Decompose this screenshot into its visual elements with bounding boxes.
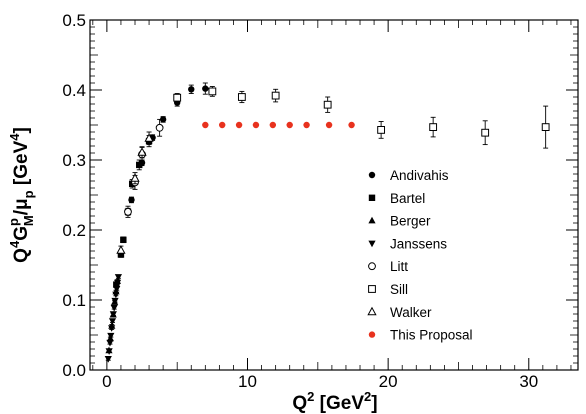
series-janssens [104,274,123,363]
legend: Andivahis Bartel Berger Janssens Litt Sill Wal… [367,168,473,343]
data-point [271,91,280,100]
x-tick-label: 10 [238,372,257,391]
legend-marker [367,306,377,316]
data-point [111,297,119,305]
legend-label: Walker [390,305,432,320]
data-point [429,123,438,131]
data-point [235,121,243,129]
legend-marker [368,285,376,293]
data-point [325,121,333,129]
data-point [173,93,182,102]
data-point [124,207,132,216]
legend-marker [368,216,376,224]
data-point [159,116,167,123]
data-point [106,339,114,347]
data-point [113,281,120,288]
legend-label: Berger [390,214,431,229]
legend-label: This Proposal [390,328,473,343]
legend-label: Litt [390,259,408,274]
x-tick-label: 30 [519,372,538,391]
data-point [113,286,121,293]
legend-label: Bartel [390,191,425,206]
x-axis-title: Q2 [GeV2] [292,389,377,414]
data-point [128,196,135,204]
legend-marker [368,171,376,179]
x-tick-label: 0 [102,372,111,391]
legend-label: Janssens [390,236,447,251]
legend-marker [368,240,376,248]
data-point [114,274,123,281]
data-point [104,356,112,363]
legend-marker [368,262,376,271]
data-point [481,128,490,137]
data-point [541,123,550,131]
data-point [130,173,140,182]
y-tick-label: 0.2 [62,221,86,240]
data-point [108,325,116,332]
data-point [303,121,310,129]
data-point [144,133,154,142]
y-tick-label: 0.3 [62,151,86,170]
data-point [188,86,195,93]
series-sill [173,86,550,149]
data-point [348,121,355,129]
legend-label: Sill [390,282,408,297]
y-tick-label: 0.5 [62,11,86,30]
y-tick-label: 0.1 [62,291,86,310]
data-point [237,93,246,101]
data-point [109,311,117,318]
data-point [286,121,293,129]
data-point [202,121,209,129]
series-this-proposal [202,121,355,129]
data-point [377,126,386,134]
axis-tick-labels: 0 10 20 30 0.0 0.1 0.2 0.3 0.4 0.5 [62,11,538,391]
data-point [208,87,217,96]
y-tick-label: 0.4 [62,81,86,100]
data-point [120,236,127,243]
data-point [269,121,277,129]
data-point [116,245,126,254]
data-point [136,161,143,169]
data-series-layer [104,82,550,363]
legend-marker [368,194,376,201]
data-point [252,121,260,129]
data-point [108,318,117,325]
data-point [323,100,332,109]
legend-label: Andivahis [390,168,449,183]
axis-ticks [90,19,578,371]
data-point [218,121,226,129]
data-point [202,85,209,92]
data-point [155,123,164,132]
data-point [112,291,120,299]
y-axis-title: Q4GpM/μp [GeV4] [6,127,36,263]
legend-marker [368,331,376,338]
series-walker [116,131,154,255]
data-point [107,332,115,340]
x-tick-label: 20 [379,372,398,391]
data-point [105,348,113,355]
y-tick-label: 0.0 [62,361,86,380]
data-point [113,279,122,287]
data-point [110,304,118,312]
data-point [137,147,147,156]
